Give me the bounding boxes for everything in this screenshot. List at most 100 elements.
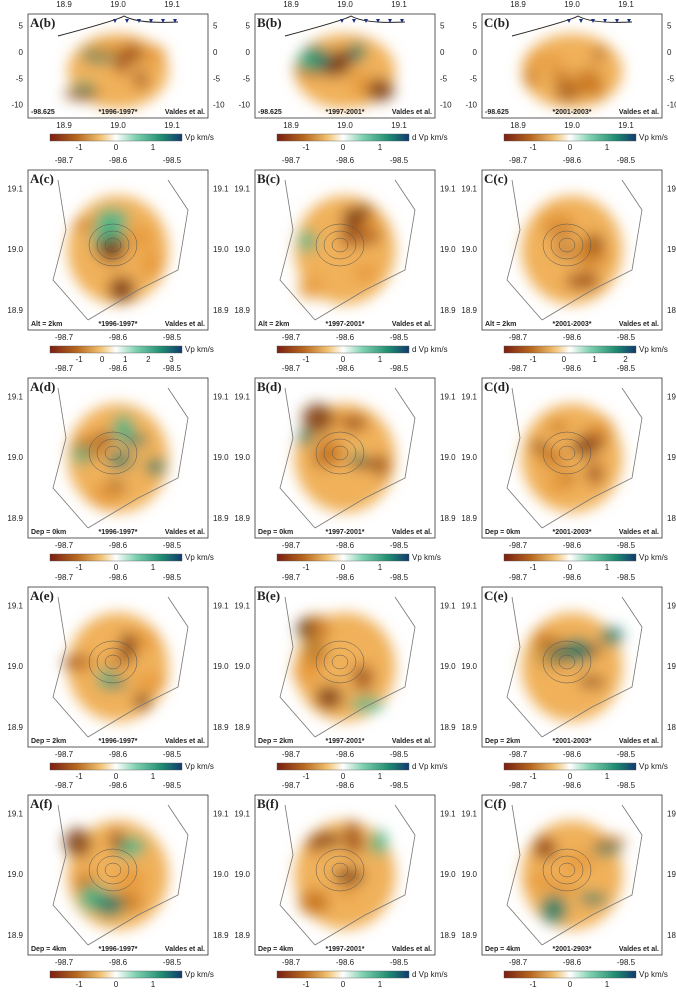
bottom-tick-label: -98.6 [563,541,582,550]
contour [558,445,576,461]
colorbar-tick-label: 1 [151,143,156,152]
contour [331,445,349,461]
right-tick-label: 19.0 [667,870,676,879]
right-tick-label: 19.0 [440,662,456,671]
panel-frame [27,586,209,748]
top-tick-label: -98.7 [282,364,301,373]
top-tick-label: -98.5 [617,781,636,790]
top-tick-label: -98.7 [509,156,528,165]
blob [540,211,575,234]
depth-label: Dep = 0km [258,529,293,536]
panel: A(e)-98.7 -98.6 -98.519.119.018.919.119.01… [7,573,229,781]
bottom-tick-label: -98.7 [55,750,74,759]
blob [540,894,568,925]
velocity-blobs [62,612,169,722]
tomography-image [506,804,643,946]
contour [88,848,138,892]
contour [104,237,122,253]
blob [534,54,566,67]
top-tick-label: -98.5 [390,156,409,165]
map-outline [52,387,189,529]
left-tick-label: 19.0 [461,870,477,879]
bottom-tick-label: -98.6 [336,750,355,759]
panel-frame [254,586,436,748]
station [376,19,380,23]
left-tick-label: 0 [19,48,24,57]
blob [534,630,553,651]
colorbar-tick-label: 0 [568,980,573,989]
panel: A(f)-98.7 -98.6 -98.519.119.018.919.119.01… [7,781,229,989]
panel: B(d)-98.7 -98.6 -98.519.119.018.919.119.01… [234,364,456,572]
top-tick-label: -98.6 [109,156,128,165]
blob [143,44,166,66]
right-tick-label: 19.1 [440,601,456,610]
colorbar-tick-label: 1 [605,772,610,781]
panel-frame [254,377,436,539]
colorbar-unit: d Vp km/s [412,762,448,771]
colorbar-tick-label: 1 [151,563,156,572]
top-tick-label: -98.6 [336,781,355,790]
top-tick-label: 18.9 [510,0,526,9]
blob [561,469,576,488]
period-label: *2001-2003* [553,109,592,116]
contour [88,223,138,267]
colorbar-tick-label: 3 [169,355,174,364]
bottom-tick-label: -98.7 [509,541,528,550]
left-tick-label: 19.1 [461,601,477,610]
top-tick-label: -98.6 [109,364,128,373]
top-tick-label: -98.5 [163,781,182,790]
contour [88,431,138,475]
panel-label: A(f) [30,796,52,811]
left-tick-label: 18.9 [234,514,250,523]
left-tick-label: 19.1 [461,392,477,401]
credit-label: Valdes et al. [619,946,659,953]
blob [63,87,100,101]
contour [323,855,357,885]
station [603,19,607,23]
left-tick-label: 19.1 [234,809,250,818]
depth-label: Dep = 2km [31,738,66,745]
blob [301,895,330,906]
station [149,19,153,23]
top-tick-label: 18.9 [56,0,72,9]
panel: B(e)-98.7 -98.6 -98.519.119.018.919.119.01… [234,573,456,781]
top-tick-label: -98.7 [55,781,74,790]
colorbar-unit: d Vp km/s [412,970,448,979]
colorbar-tick-label: 0 [114,980,119,989]
left-tick-label: 19.0 [7,870,23,879]
left-tick-label: 18.9 [7,306,23,315]
colorbar-tick-label: 1 [605,143,610,152]
velocity-blobs [64,820,169,930]
credit-label: Valdes et al. [165,529,205,536]
depth-label: Dep = 0km [31,529,66,536]
corner-label: -98.625 [485,109,509,116]
credit-label: Valdes et al. [619,529,659,536]
contour [558,862,576,878]
blob [561,638,593,664]
map-outline [52,804,189,946]
top-tick-label: -98.6 [336,573,355,582]
blob [112,414,135,442]
left-tick-label: 18.9 [7,514,23,523]
top-tick-label: -98.7 [509,781,528,790]
tomography-image [52,596,189,738]
bottom-tick-label: -98.7 [55,958,74,967]
left-tick-label: 18.9 [461,306,477,315]
blob [600,626,624,646]
bottom-tick-label: -98.6 [109,958,128,967]
panel-label: C(d) [484,379,509,394]
bottom-tick-label: -98.6 [109,541,128,550]
bottom-tick-label: 18.9 [56,121,72,130]
colorbar [503,762,637,771]
colorbar-tick-label: 0 [114,563,119,572]
contour [104,862,122,878]
blob [306,835,323,854]
blob [539,447,565,469]
credit-label: Valdes et al. [165,109,205,116]
colorbar-unit: Vp km/s [185,970,214,979]
right-tick-label: 19.1 [440,392,456,401]
top-tick-label: -98.6 [563,156,582,165]
blob [302,640,328,666]
colorbar-tick-label: -1 [302,563,310,572]
velocity-blobs [521,403,623,513]
